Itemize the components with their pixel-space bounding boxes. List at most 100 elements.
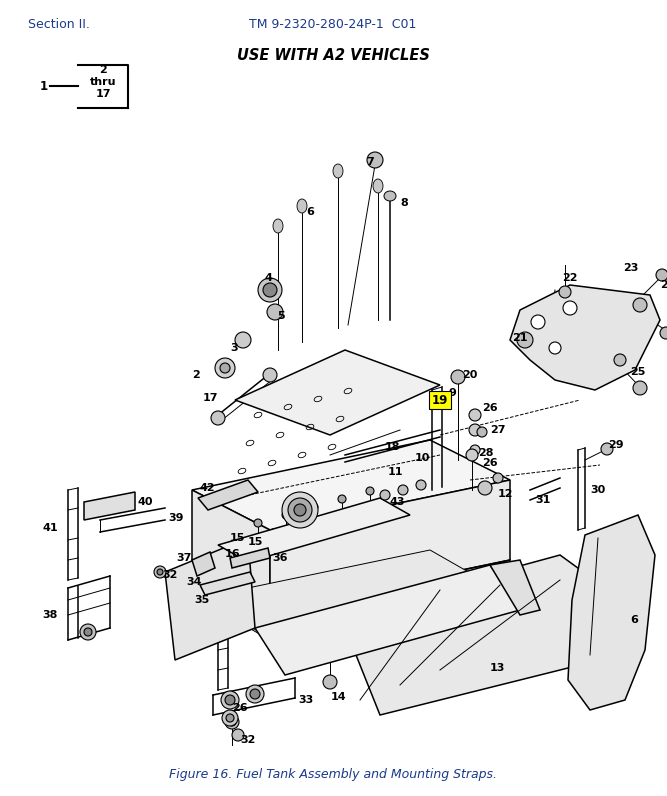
Text: 10: 10 [415,453,430,463]
Polygon shape [568,515,655,710]
Polygon shape [192,440,510,530]
Circle shape [258,278,282,302]
Ellipse shape [333,164,343,178]
Text: 15: 15 [248,537,263,547]
Text: 33: 33 [298,695,313,705]
Text: 26: 26 [232,703,247,713]
Text: 23: 23 [622,263,638,273]
Text: 36: 36 [272,553,287,563]
Circle shape [225,715,239,729]
Circle shape [310,503,318,511]
Text: 42: 42 [200,483,215,493]
Circle shape [601,443,613,455]
Polygon shape [200,572,255,595]
Ellipse shape [297,199,307,213]
Text: 2
thru
17: 2 thru 17 [90,65,116,99]
Text: 32: 32 [162,570,177,580]
Circle shape [215,358,235,378]
Text: 1: 1 [40,80,48,92]
Circle shape [246,685,264,703]
Polygon shape [235,350,440,435]
Text: 20: 20 [462,370,478,380]
Polygon shape [510,285,660,390]
Circle shape [380,490,390,500]
Circle shape [228,718,236,726]
Circle shape [220,363,230,373]
Text: 2: 2 [192,370,200,380]
Circle shape [470,445,480,455]
Text: 13: 13 [490,663,506,673]
Text: 4: 4 [264,273,272,283]
Text: 43: 43 [390,497,406,507]
Text: 41: 41 [43,523,58,533]
Text: 7: 7 [366,157,374,167]
Circle shape [221,691,239,709]
Text: 22: 22 [562,273,578,283]
Polygon shape [192,568,270,640]
Circle shape [660,327,667,339]
Circle shape [154,566,166,578]
Circle shape [366,487,374,495]
Text: 40: 40 [138,497,153,507]
Circle shape [398,485,408,495]
Circle shape [656,269,667,281]
Text: 3: 3 [230,343,238,353]
Text: 19: 19 [432,393,448,407]
Text: USE WITH A2 VEHICLES: USE WITH A2 VEHICLES [237,48,430,63]
Ellipse shape [384,191,396,201]
Circle shape [225,695,235,705]
Circle shape [367,152,383,168]
Circle shape [338,495,346,503]
Circle shape [633,298,647,312]
Circle shape [282,511,290,519]
Text: 37: 37 [177,553,192,563]
Ellipse shape [373,179,383,193]
Text: 12: 12 [498,489,514,499]
Polygon shape [490,560,540,615]
Text: 35: 35 [195,595,210,605]
Text: 6: 6 [630,615,638,625]
Circle shape [226,714,234,722]
Circle shape [478,481,492,495]
Text: 31: 31 [535,495,550,505]
Text: 18: 18 [385,442,400,452]
Text: 29: 29 [608,440,624,450]
Polygon shape [192,490,270,610]
Polygon shape [165,538,255,660]
Text: 17: 17 [203,393,218,403]
Text: 39: 39 [168,513,183,523]
Circle shape [254,519,262,527]
Circle shape [84,628,92,636]
Text: 11: 11 [388,467,404,477]
Circle shape [563,301,577,315]
Text: 5: 5 [277,311,285,321]
Circle shape [466,449,478,461]
Circle shape [477,427,487,437]
Text: 24: 24 [660,280,667,290]
Circle shape [323,675,337,689]
Circle shape [282,492,318,528]
Circle shape [267,304,283,320]
Text: 25: 25 [630,367,646,377]
Text: 21: 21 [512,333,528,343]
Circle shape [263,368,277,382]
Circle shape [235,332,251,348]
Circle shape [451,370,465,384]
Circle shape [232,729,244,741]
Polygon shape [192,552,215,576]
Circle shape [469,424,481,436]
Text: 28: 28 [478,448,494,458]
Polygon shape [230,548,270,568]
Text: 6: 6 [306,207,314,217]
Text: 14: 14 [330,692,346,702]
Circle shape [531,315,545,329]
Ellipse shape [273,219,283,233]
Text: 16: 16 [224,549,240,559]
Circle shape [469,409,481,421]
Circle shape [288,498,312,522]
Circle shape [263,283,277,297]
Circle shape [559,286,571,298]
Circle shape [633,381,647,395]
Text: 38: 38 [43,610,58,620]
Polygon shape [340,555,620,715]
